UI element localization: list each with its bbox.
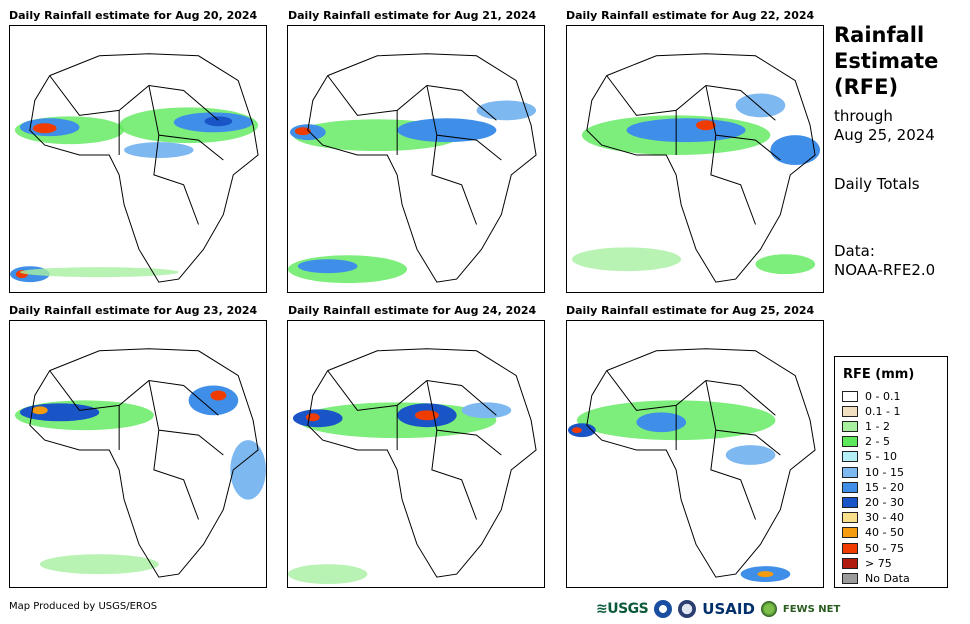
title-line2: Estimate (834, 49, 939, 73)
usaid-logo: USAID (702, 600, 755, 618)
country-borders (29, 348, 259, 578)
credit-text: Map Produced by USGS/EROS (9, 601, 158, 612)
legend-item: 5 - 10 (842, 450, 897, 464)
legend-label: No Data (865, 571, 910, 585)
title-line1: Rainfall (834, 23, 925, 47)
totals-label: Daily Totals (834, 175, 920, 193)
legend-title: RFE (mm) (843, 367, 915, 382)
legend-swatch (842, 512, 858, 524)
rainfall-field (10, 107, 259, 283)
data-source: NOAA-RFE2.0 (834, 261, 936, 279)
legend-swatch (842, 572, 858, 584)
data-label: Data: (834, 242, 875, 260)
legend-swatch (842, 451, 858, 463)
panel-title-aug23: Daily Rainfall estimate for Aug 23, 2024 (9, 304, 258, 317)
state-seal-icon (678, 600, 697, 618)
country-borders (307, 53, 537, 283)
map-panel-aug23 (9, 320, 267, 588)
legend-item: 1 - 2 (842, 419, 890, 433)
legend-label: 10 - 15 (865, 465, 904, 479)
legend-label: 0 - 0.1 (865, 389, 901, 403)
fews-globe-icon (760, 601, 777, 617)
legend-swatch (842, 466, 858, 478)
legend-item: 40 - 50 (842, 526, 904, 540)
legend-label: 30 - 40 (865, 511, 904, 525)
legend-item: > 75 (842, 556, 892, 570)
panel-title-aug24: Daily Rainfall estimate for Aug 24, 2024 (288, 304, 537, 317)
panel-title-aug20: Daily Rainfall estimate for Aug 20, 2024 (9, 9, 258, 22)
rainfall-field (567, 400, 791, 583)
legend-swatch (842, 542, 858, 554)
legend-item: 0 - 0.1 (842, 389, 900, 403)
rainfall-field (571, 93, 821, 275)
legend-item: 50 - 75 (842, 541, 904, 555)
legend-swatch (842, 496, 858, 508)
logo-strip: ≋USGS USAID FEWS NET (596, 598, 840, 620)
noaa-seal-icon (654, 600, 673, 618)
legend-swatch (842, 390, 858, 402)
legend-item: 10 - 15 (842, 465, 904, 479)
legend-swatch (842, 405, 858, 417)
panel-title-aug25: Daily Rainfall estimate for Aug 25, 2024 (566, 304, 815, 317)
legend-label: 2 - 5 (865, 435, 890, 449)
map-panel-aug25 (566, 320, 824, 588)
fews-net-logo: FEWS NET (782, 603, 841, 615)
legend-item: 15 - 20 (842, 480, 904, 494)
legend-item: 30 - 40 (842, 511, 904, 525)
rainfall-field (288, 100, 537, 284)
legend-label: 0.1 - 1 (865, 404, 901, 418)
through-date: Aug 25, 2024 (834, 126, 935, 144)
legend-label: 5 - 10 (865, 450, 897, 464)
legend-item: 2 - 5 (842, 435, 890, 449)
legend-label: 1 - 2 (865, 419, 890, 433)
legend-item: 0.1 - 1 (842, 404, 900, 418)
side-title: Rainfall Estimate (RFE) (834, 22, 938, 100)
legend-label: 40 - 50 (865, 526, 904, 540)
legend-label: 50 - 75 (865, 541, 904, 555)
legend-swatch (842, 527, 858, 539)
panel-title-aug22: Daily Rainfall estimate for Aug 22, 2024 (566, 9, 815, 22)
map-panel-aug24 (287, 320, 545, 588)
legend-swatch (842, 436, 858, 448)
usgs-logo: ≋USGS (596, 601, 649, 617)
rainfall-field (14, 385, 266, 575)
country-borders (586, 53, 816, 283)
rainfall-field (288, 402, 512, 585)
legend-label: 15 - 20 (865, 480, 904, 494)
legend-label: > 75 (865, 556, 892, 570)
country-borders (29, 53, 259, 283)
country-borders (307, 348, 537, 578)
country-borders (586, 348, 816, 578)
legend-swatch (842, 481, 858, 493)
map-panel-aug20 (9, 25, 267, 293)
legend-item: 20 - 30 (842, 495, 904, 509)
legend-swatch (842, 420, 858, 432)
map-panel-aug21 (287, 25, 545, 293)
through-label: through (834, 107, 893, 125)
legend-label: 20 - 30 (865, 495, 904, 509)
map-panel-aug22 (566, 25, 824, 293)
legend-item: No Data (842, 571, 910, 585)
title-line3: (RFE) (834, 75, 899, 99)
panel-title-aug21: Daily Rainfall estimate for Aug 21, 2024 (288, 9, 537, 22)
legend-swatch (842, 557, 858, 569)
